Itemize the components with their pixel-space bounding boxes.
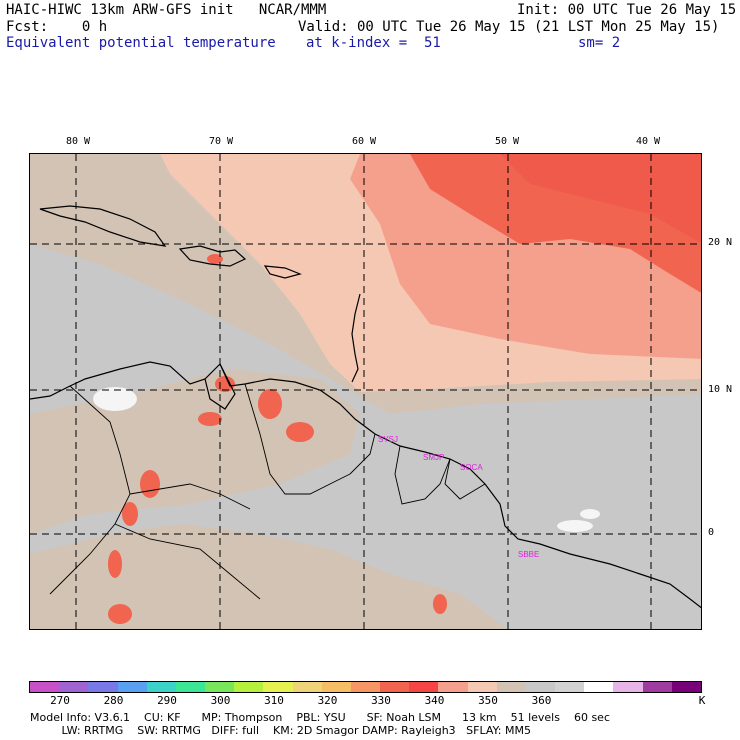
colorbar-swatch: [671, 682, 701, 692]
colorbar-swatch: [438, 682, 468, 692]
colorbar-swatch: [321, 682, 351, 692]
lon-label-70w: 70 W: [209, 136, 234, 147]
valid-time: Valid: 00 UTC Tue 26 May 15 (21 LST Mon …: [298, 19, 720, 35]
colorbar-swatch: [380, 682, 410, 692]
lat-label-10n: 10 N: [708, 384, 733, 395]
model-info-line2: LW: RRTMG SW: RRTMG DIFF: full KM: 2D Sm…: [30, 724, 531, 737]
colorbar-label: 290: [157, 694, 177, 707]
colorbar-label: 300: [210, 694, 231, 707]
forecast-hour: Fcst: 0 h: [6, 19, 108, 35]
colorbar: [29, 681, 702, 693]
map-canvas: SYSJ SMJP SOCA SBBE: [30, 154, 701, 629]
colorbar-swatch: [175, 682, 206, 692]
graticule: [30, 154, 701, 629]
borders: [49, 383, 486, 600]
field-328-region: [500, 154, 701, 243]
lat-label-0: 0: [708, 527, 715, 538]
colorbar-swatch: [263, 682, 293, 692]
colorbar-swatch: [409, 682, 439, 692]
convective-patches: [108, 254, 447, 624]
station-label: SMJP: [423, 453, 444, 462]
lon-label-40w: 40 W: [636, 136, 661, 147]
model-info-line1: Model Info: V3.6.1 CU: KF MP: Thompson P…: [30, 711, 610, 724]
field-south-region: [30, 524, 508, 629]
colorbar-label: 310: [264, 694, 284, 707]
colorbar-swatch: [205, 682, 235, 692]
lon-label-80w: 80 W: [66, 136, 91, 147]
colorbar-swatch: [525, 682, 556, 692]
colorbar-swatch: [88, 682, 118, 692]
model-title: HAIC-HIWC 13km ARW-GFS init NCAR/MMM: [6, 2, 327, 18]
coastlines: [30, 205, 701, 609]
station-label: SBBE: [518, 550, 539, 559]
colorbar-swatch: [59, 682, 89, 692]
colorbar-swatch: [467, 682, 497, 692]
colorbar-swatch: [642, 682, 672, 692]
colorbar-swatch: [30, 682, 60, 692]
colorbar-label: 360: [531, 694, 552, 707]
colorbar-swatch: [146, 682, 176, 692]
colorbar-swatch: [117, 682, 147, 692]
colorbar-swatch: [496, 682, 526, 692]
lon-label-50w: 50 W: [495, 136, 520, 147]
smoothing: sm= 2: [578, 35, 621, 51]
field-name: Equivalent potential temperature: [6, 35, 276, 51]
colorbar-swatch: [350, 682, 381, 692]
colorbar-label: 350: [478, 694, 498, 707]
colorbar-label: 340: [424, 694, 445, 707]
station-label: SOCA: [460, 463, 483, 472]
colorbar-swatch: [234, 682, 264, 692]
colorbar-swatch: [292, 682, 322, 692]
cold-patches: [93, 387, 600, 532]
colorbar-label: 280: [103, 694, 124, 707]
colorbar-label: 270: [50, 694, 70, 707]
lat-label-20n: 20 N: [708, 237, 733, 248]
level-index: at k-index = 51: [306, 35, 441, 51]
colorbar-label: 330: [371, 694, 391, 707]
theta-e-map: SYSJ SMJP SOCA SBBE: [29, 153, 702, 630]
colorbar-swatch: [613, 682, 643, 692]
init-time: Init: 00 UTC Tue 26 May 15: [517, 2, 737, 18]
colorbar-label: K: [698, 694, 706, 707]
colorbar-swatch: [555, 682, 585, 692]
colorbar-swatch: [584, 682, 614, 692]
colorbar-label: 320: [317, 694, 338, 707]
lon-label-60w: 60 W: [352, 136, 377, 147]
station-label: SYSJ: [378, 435, 398, 444]
